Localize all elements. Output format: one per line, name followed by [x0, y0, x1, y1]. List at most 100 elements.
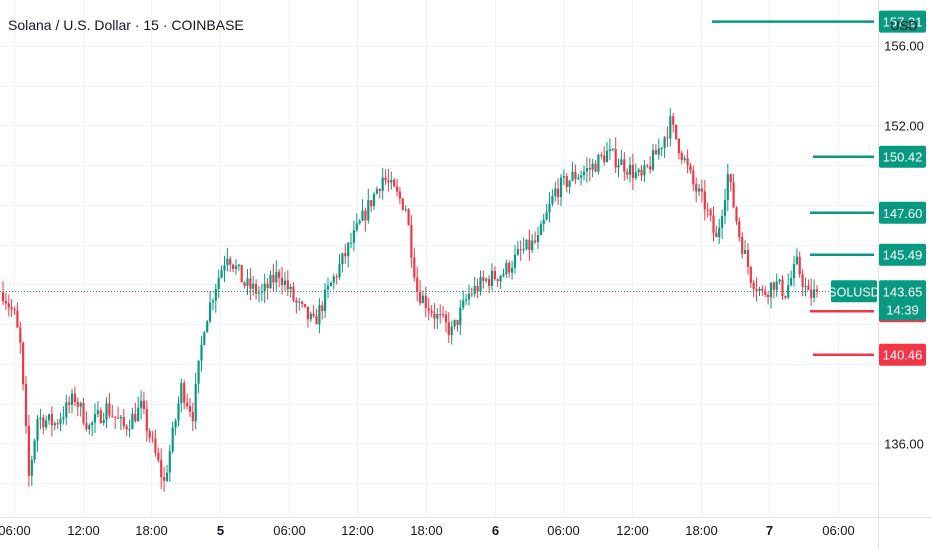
- candle-body[interactable]: [306, 306, 309, 320]
- candle-body[interactable]: [82, 402, 85, 424]
- candle-body[interactable]: [85, 423, 88, 430]
- candle-body[interactable]: [600, 155, 603, 156]
- candle-body[interactable]: [390, 179, 393, 183]
- candle-body[interactable]: [614, 149, 617, 168]
- candle-body[interactable]: [513, 254, 517, 268]
- candle-body[interactable]: [459, 307, 462, 325]
- candle-body[interactable]: [286, 280, 289, 290]
- candle-body[interactable]: [381, 177, 384, 192]
- candle-body[interactable]: [312, 313, 315, 317]
- candle-body[interactable]: [603, 155, 606, 163]
- candle-body[interactable]: [47, 414, 51, 421]
- candle-body[interactable]: [525, 239, 528, 250]
- candle-body[interactable]: [807, 285, 810, 290]
- candle-body[interactable]: [531, 240, 534, 250]
- candle-body[interactable]: [128, 428, 131, 430]
- candle-body[interactable]: [321, 305, 324, 311]
- candle-body[interactable]: [209, 302, 212, 322]
- candle-body[interactable]: [165, 472, 169, 481]
- candle-body[interactable]: [442, 314, 445, 316]
- candle-body[interactable]: [200, 344, 203, 361]
- candle-body[interactable]: [568, 180, 571, 188]
- candle-body[interactable]: [660, 147, 663, 149]
- candle-body[interactable]: [591, 163, 594, 170]
- candle-body[interactable]: [626, 171, 629, 175]
- candle-body[interactable]: [608, 149, 611, 151]
- candle-body[interactable]: [358, 220, 361, 224]
- candle-body[interactable]: [91, 422, 94, 426]
- candle-body[interactable]: [352, 230, 355, 243]
- candle-body[interactable]: [62, 417, 65, 420]
- candle-body[interactable]: [269, 274, 272, 289]
- candle-body[interactable]: [243, 282, 246, 286]
- candle-body[interactable]: [119, 417, 122, 419]
- candle-body[interactable]: [695, 184, 698, 192]
- candle-body[interactable]: [686, 158, 689, 166]
- candle-body[interactable]: [186, 402, 189, 406]
- candle-body[interactable]: [467, 293, 471, 300]
- candle-body[interactable]: [283, 280, 286, 285]
- candle-body[interactable]: [404, 209, 407, 211]
- candle-body[interactable]: [542, 219, 545, 225]
- price-axis[interactable]: 156.00 152.00 136.00: [884, 39, 924, 452]
- candle-body[interactable]: [663, 137, 666, 148]
- candle-body[interactable]: [27, 425, 30, 476]
- candle-body[interactable]: [223, 265, 226, 271]
- candle-body[interactable]: [214, 288, 217, 301]
- candle-body[interactable]: [24, 384, 28, 426]
- candle-body[interactable]: [528, 239, 531, 250]
- candle-body[interactable]: [718, 227, 721, 238]
- candle-body[interactable]: [781, 279, 784, 296]
- candle-body[interactable]: [815, 289, 819, 292]
- candle-body[interactable]: [649, 166, 652, 170]
- candle-body[interactable]: [703, 191, 706, 210]
- candle-body[interactable]: [795, 256, 798, 264]
- candle-body[interactable]: [744, 250, 747, 254]
- candle-body[interactable]: [240, 264, 243, 283]
- candle-body[interactable]: [344, 253, 347, 257]
- candle-body[interactable]: [125, 426, 128, 430]
- candle-body[interactable]: [746, 250, 750, 267]
- candle-body[interactable]: [536, 235, 540, 242]
- candle-body[interactable]: [53, 423, 56, 426]
- candle-body[interactable]: [502, 274, 505, 276]
- candle-body[interactable]: [347, 243, 350, 257]
- candle-body[interactable]: [539, 224, 542, 235]
- candle-body[interactable]: [246, 278, 249, 286]
- candle-body[interactable]: [508, 263, 511, 273]
- candle-body[interactable]: [723, 200, 727, 217]
- candle-body[interactable]: [177, 403, 180, 421]
- candle-body[interactable]: [375, 189, 378, 194]
- candle-body[interactable]: [651, 150, 655, 170]
- candle-body[interactable]: [384, 177, 387, 181]
- candle-body[interactable]: [620, 159, 623, 165]
- candle-body[interactable]: [700, 188, 703, 192]
- candle-body[interactable]: [594, 163, 597, 172]
- candle-body[interactable]: [732, 182, 735, 208]
- candle-body[interactable]: [715, 232, 718, 238]
- candle-body[interactable]: [516, 249, 519, 255]
- candle-body[interactable]: [657, 148, 660, 155]
- candle-body[interactable]: [574, 171, 577, 180]
- candle-body[interactable]: [203, 332, 206, 345]
- candle-body[interactable]: [801, 274, 804, 287]
- candle-body[interactable]: [712, 215, 715, 233]
- candle-body[interactable]: [680, 153, 683, 160]
- candle-body[interactable]: [634, 172, 637, 179]
- candle-body[interactable]: [493, 271, 496, 280]
- candle-body[interactable]: [206, 321, 209, 333]
- candle-body[interactable]: [309, 313, 312, 320]
- candle-body[interactable]: [114, 416, 117, 418]
- candle-body[interactable]: [335, 276, 338, 278]
- candle-body[interactable]: [427, 308, 430, 311]
- candle-body[interactable]: [180, 383, 183, 404]
- candle-body[interactable]: [798, 256, 801, 275]
- candle-body[interactable]: [522, 249, 525, 251]
- candle-body[interactable]: [65, 402, 68, 418]
- candle-body[interactable]: [318, 305, 321, 325]
- candle-body[interactable]: [329, 282, 332, 286]
- candle-body[interactable]: [10, 307, 13, 310]
- candle-body[interactable]: [145, 408, 148, 431]
- candle-body[interactable]: [784, 295, 787, 298]
- candle-body[interactable]: [654, 150, 657, 155]
